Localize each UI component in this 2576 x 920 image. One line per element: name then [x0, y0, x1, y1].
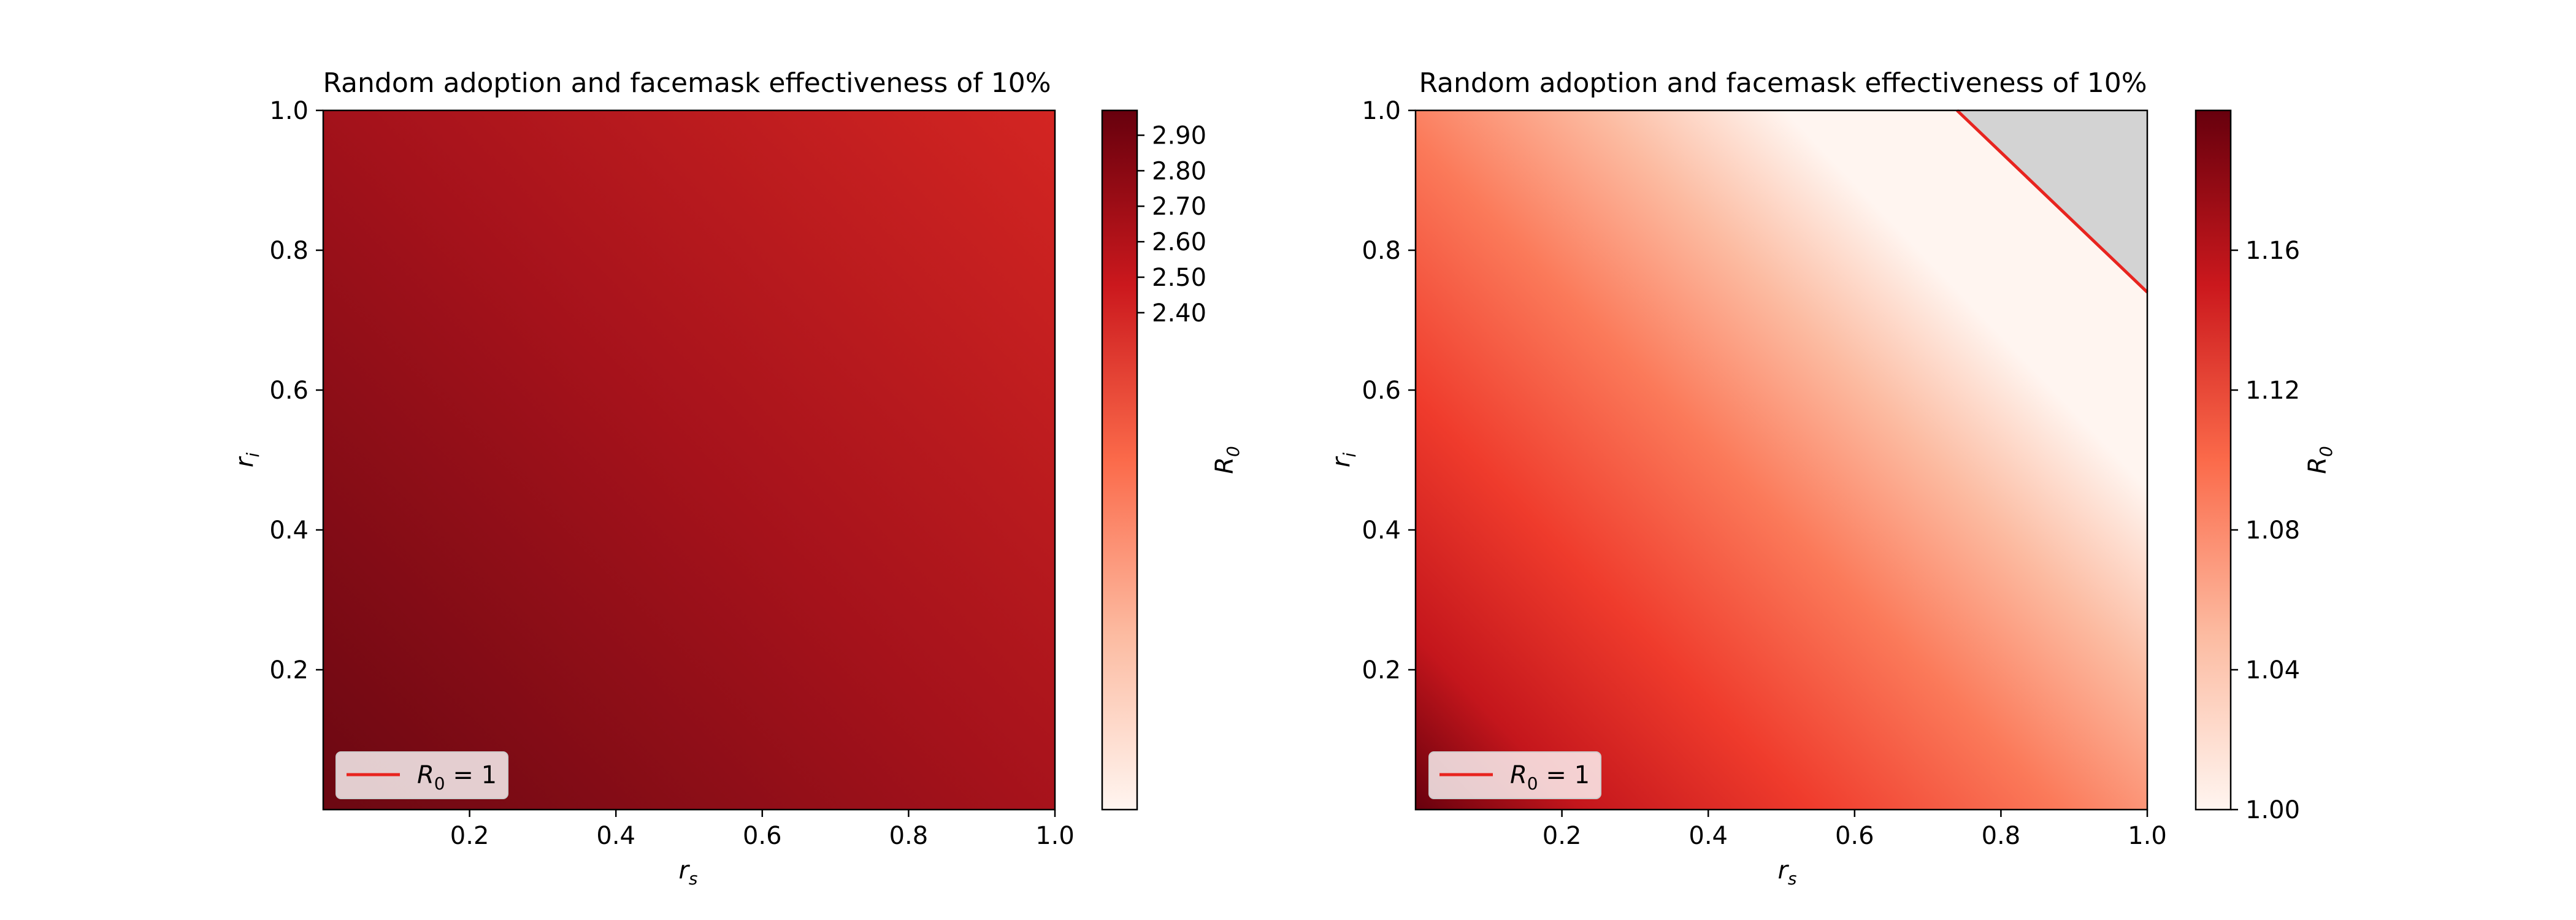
x-axis-label: rs [1777, 856, 1796, 889]
colorbar-label: R0 [1211, 446, 1243, 474]
y-tick-label: 0.8 [269, 237, 309, 265]
colorbar-tick-label: 2.90 [1152, 122, 1206, 150]
colorbar-tick-label: 2.60 [1152, 228, 1206, 256]
colorbar-ticks: 2.40 2.50 2.60 2.70 2.80 2.90 [1137, 122, 1206, 328]
heatmap-surface [1416, 110, 2147, 810]
colorbar-ticks: 1.00 1.04 1.08 1.12 1.16 [2231, 237, 2300, 824]
colorbar-tick-label: 2.70 [1152, 193, 1206, 221]
heatmap-surface [323, 110, 1055, 810]
colorbar-tick-label: 2.40 [1152, 299, 1206, 328]
legend-box [335, 751, 508, 799]
chart-title: Random adoption and facemask effectivene… [1419, 67, 2147, 99]
x-tick-label: 0.4 [596, 822, 635, 850]
colorbar-tick-label: 1.16 [2245, 237, 2300, 265]
heatmap-panel-2: Random adoption and facemask effectivene… [1327, 67, 2336, 889]
colorbar-tick-label: 2.50 [1152, 264, 1206, 292]
colorbar-tick-label: 1.00 [2245, 796, 2300, 824]
colorbar [2195, 109, 2232, 811]
y-tick-label: 0.4 [1362, 516, 1401, 545]
y-tick-label: 1.0 [1362, 97, 1401, 125]
x-tick-label: 0.4 [1689, 822, 1728, 850]
colorbar-tick-label: 1.04 [2245, 656, 2300, 684]
colorbar-tick-label: 2.80 [1152, 157, 1206, 185]
y-tick-label: 0.2 [269, 656, 309, 684]
y-axis-label: ri [231, 453, 263, 467]
y-tick-label: 0.6 [269, 377, 309, 405]
x-tick-label: 1.0 [1035, 822, 1075, 850]
x-tick-label: 0.6 [1835, 822, 1874, 850]
y-axis: 0.2 0.4 0.6 0.8 1.0 [1362, 97, 1416, 684]
plot-frame [1414, 109, 2149, 811]
y-tick-label: 1.0 [269, 97, 309, 125]
legend-label: R0 = 1 [417, 761, 497, 794]
x-tick-label: 0.2 [450, 822, 489, 850]
x-axis: 0.2 0.4 0.6 0.8 1.0 [1543, 810, 2167, 850]
x-tick-label: 0.8 [889, 822, 929, 850]
legend-label: R0 = 1 [1510, 761, 1590, 794]
colorbar [1101, 109, 1138, 811]
r0-equals-1-contour [1956, 109, 2149, 294]
chart-title: Random adoption and facemask effectivene… [323, 67, 1051, 99]
y-tick-label: 0.4 [269, 516, 309, 545]
colorbar-label: R0 [2304, 446, 2336, 474]
y-axis: 0.2 0.4 0.6 0.8 1.0 [269, 97, 323, 684]
legend: R0 = 1 [1428, 751, 1601, 799]
plot-frame [322, 109, 1056, 811]
y-tick-label: 0.8 [1362, 237, 1401, 265]
x-tick-label: 0.6 [743, 822, 782, 850]
x-tick-label: 0.8 [1982, 822, 2021, 850]
x-axis-label: rs [678, 856, 697, 889]
x-tick-label: 0.2 [1543, 822, 1582, 850]
colorbar-tick-label: 1.08 [2245, 516, 2300, 545]
heatmap-panel-1: Random adoption and facemask effectivene… [231, 67, 1243, 889]
legend-box [1428, 751, 1601, 799]
x-axis: 0.2 0.4 0.6 0.8 1.0 [450, 810, 1075, 850]
legend: R0 = 1 [335, 751, 508, 799]
y-tick-label: 0.2 [1362, 656, 1401, 684]
colorbar-tick-label: 1.12 [2245, 377, 2300, 405]
y-tick-label: 0.6 [1362, 377, 1401, 405]
x-tick-label: 1.0 [2128, 822, 2167, 850]
y-axis-label: ri [1327, 453, 1360, 467]
